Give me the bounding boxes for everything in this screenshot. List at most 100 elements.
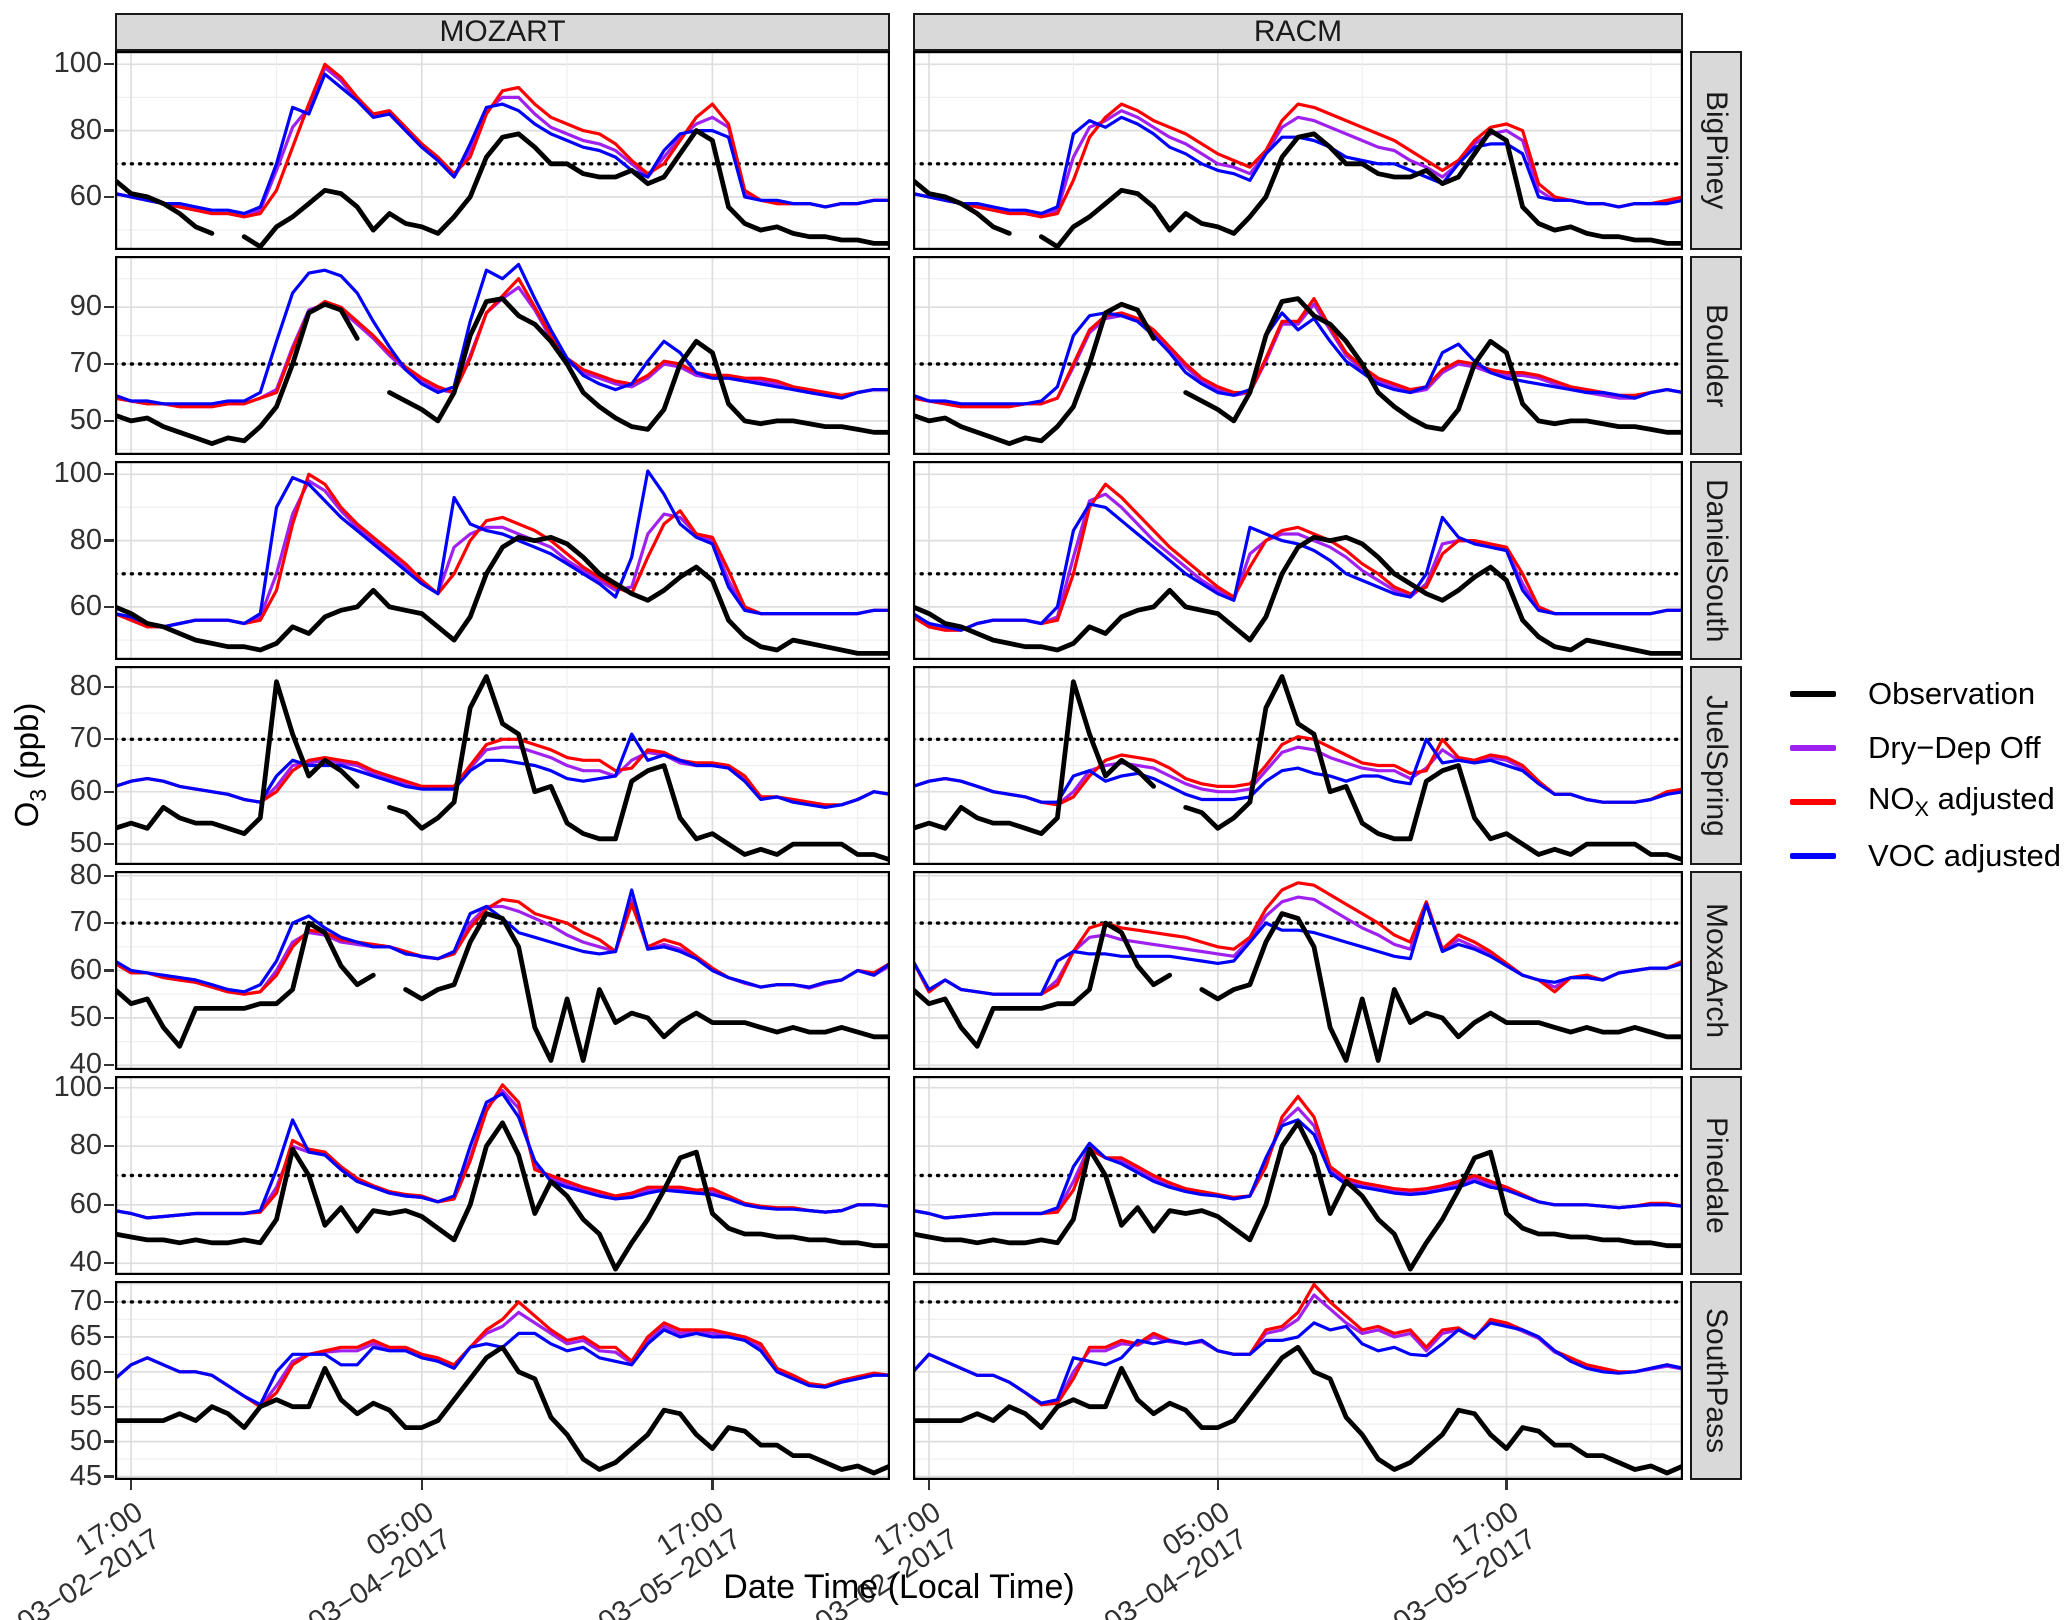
y-tick-label: 60 <box>69 1354 102 1387</box>
facet-column-label: RACM <box>1253 15 1343 48</box>
panel-SouthPass-MOZART <box>115 1281 890 1480</box>
y-tick-mark <box>104 1300 114 1304</box>
series-voc <box>913 1321 1683 1405</box>
y-tick-label: 80 <box>69 1129 102 1162</box>
panel-Boulder-MOZART <box>115 256 890 455</box>
series-nox <box>913 102 1683 219</box>
series-observation <box>913 534 1683 656</box>
legend-line-swatch-observation <box>1790 691 1836 697</box>
legend-line-swatch-dry_dep <box>1790 745 1836 751</box>
y-tick-mark <box>104 685 114 689</box>
panel-JuelSpring-MOZART <box>115 666 890 865</box>
y-tick-mark <box>104 1335 114 1339</box>
y-tick-mark <box>104 63 114 66</box>
y-tick-mark <box>104 1262 114 1265</box>
facet-column-strip: MOZART <box>115 13 890 51</box>
panel-MoxaArch-MOZART <box>115 871 890 1070</box>
y-tick-label: 50 <box>69 1424 102 1457</box>
y-tick-mark <box>104 790 114 793</box>
y-tick-label: 60 <box>69 179 102 212</box>
y-tick-label: 70 <box>69 347 102 379</box>
y-tick-label: 50 <box>69 1000 102 1033</box>
series-dry_dep <box>913 745 1683 807</box>
y-tick-label: 90 <box>69 290 102 323</box>
legend-item-voc: VOC adjusted <box>1762 838 2062 874</box>
y-tick-label: 80 <box>69 523 102 556</box>
facet-row-label: BigPiney <box>1700 91 1733 210</box>
y-tick-label: 60 <box>69 589 102 622</box>
y-tick-label: 40 <box>69 1048 102 1081</box>
series-nox <box>913 297 1683 409</box>
x-tick-mark <box>1216 1480 1219 1490</box>
legend-item-observation: Observation <box>1762 676 2062 712</box>
y-tick-label: 70 <box>69 722 102 755</box>
y-tick-label: 100 <box>53 47 102 80</box>
y-tick-label: 70 <box>69 906 102 939</box>
y-tick-mark <box>104 1440 114 1443</box>
y-tick-label: 50 <box>69 403 102 436</box>
y-tick-mark <box>104 1086 114 1089</box>
y-tick-mark <box>104 842 114 846</box>
series-dry_dep <box>115 285 890 409</box>
series-observation <box>913 1344 1683 1476</box>
series-voc <box>913 737 1683 804</box>
series-nox <box>913 482 1683 632</box>
x-tick-label: 17:00 03−02−2017 <box>0 1496 166 1620</box>
x-axis-title: Date Time (Local Time) <box>723 1568 1075 1606</box>
panel-BigPiney-RACM <box>913 51 1683 250</box>
facet-row-strip: SouthPass <box>1690 1281 1742 1480</box>
x-tick-mark <box>129 1480 133 1490</box>
y-tick-mark <box>104 539 114 542</box>
panel-svg <box>913 871 1683 1070</box>
series-dry_dep <box>115 479 890 629</box>
panel-svg <box>913 51 1683 250</box>
y-tick-label: 80 <box>69 669 102 702</box>
series-observation <box>913 674 1683 863</box>
series-dry_dep <box>913 492 1683 632</box>
y-tick-mark <box>104 921 114 925</box>
panel-svg <box>115 1281 890 1480</box>
legend-line-swatch-nox <box>1790 799 1836 805</box>
panel-svg <box>913 666 1683 865</box>
panel-svg <box>115 51 890 250</box>
series-nox <box>913 1094 1683 1220</box>
x-tick-label: 17:00 03−05−2017 <box>511 1496 747 1620</box>
legend-label: Observation <box>1868 676 2036 711</box>
facet-column-strip: RACM <box>913 13 1683 51</box>
y-tick-mark <box>104 306 114 309</box>
series-observation <box>115 674 890 863</box>
series-nox <box>115 1083 890 1220</box>
facet-row-strip: Pinedale <box>1690 1076 1742 1275</box>
panel-MoxaArch-RACM <box>913 871 1683 1070</box>
y-tick-label: 50 <box>69 827 102 860</box>
legend-item-dry_dep: Dry−Dep Off <box>1762 730 2062 766</box>
panel-JuelSpring-RACM <box>913 666 1683 865</box>
panel-svg <box>115 256 890 455</box>
series-voc <box>115 1328 890 1407</box>
facet-row-label: Pinedale <box>1700 1117 1733 1234</box>
series-voc <box>115 72 890 216</box>
series-voc <box>115 262 890 406</box>
y-tick-mark <box>104 605 114 609</box>
series-voc <box>913 1118 1683 1220</box>
panel-svg <box>115 666 890 865</box>
facet-row-strip: BigPiney <box>1690 51 1742 250</box>
panel-svg <box>115 461 890 660</box>
series-voc <box>115 732 890 809</box>
y-tick-label: 80 <box>69 113 102 146</box>
facet-column-label: MOZART <box>439 15 566 48</box>
panel-Boulder-RACM <box>913 256 1683 455</box>
series-nox <box>115 277 890 409</box>
series-observation <box>115 296 890 446</box>
series-voc <box>115 1092 890 1220</box>
y-tick-mark <box>104 1475 114 1478</box>
facet-row-strip: JuelSpring <box>1690 666 1742 865</box>
panel-svg <box>115 1076 890 1275</box>
series-observation <box>913 1120 1683 1272</box>
y-tick-mark <box>104 874 114 877</box>
y-tick-label: 65 <box>69 1319 102 1352</box>
legend-item-nox: NOX adjusted <box>1762 781 2062 822</box>
y-tick-mark <box>104 1405 114 1408</box>
legend-label: NOX adjusted <box>1868 781 2055 822</box>
